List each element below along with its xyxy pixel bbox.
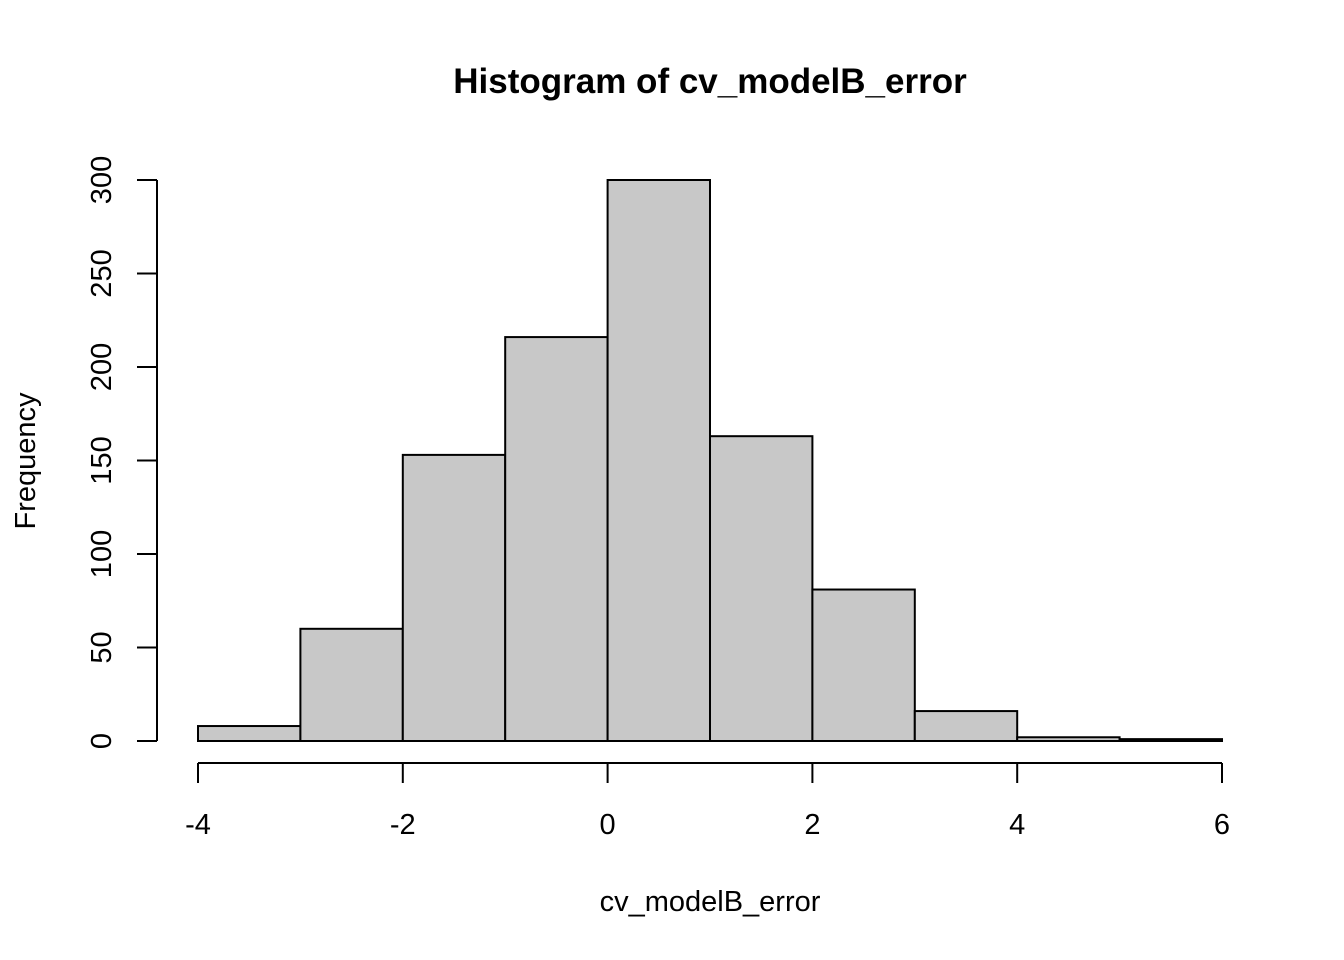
y-tick-label: 100 — [86, 530, 118, 578]
x-tick-label: 6 — [1214, 809, 1230, 841]
histogram-bar-9 — [1118, 738, 1223, 743]
x-tick-label: 2 — [804, 809, 820, 841]
x-axis-label: cv_modelB_error — [600, 886, 821, 918]
histogram-bar-0 — [197, 725, 302, 742]
histogram-bar-2 — [401, 453, 507, 742]
y-tick-label: 0 — [86, 733, 118, 749]
histogram-bar-7 — [913, 710, 1019, 743]
y-tick-label: 50 — [86, 631, 118, 663]
histogram-bar-4 — [606, 179, 711, 742]
y-axis: 0 50 100 150 200 250 300 — [86, 156, 158, 749]
histogram-bar-6 — [811, 588, 916, 743]
y-tick-label: 250 — [86, 249, 118, 297]
histogram-bar-8 — [1016, 736, 1121, 743]
x-tick-label: 0 — [600, 809, 616, 841]
x-tick-label: -2 — [390, 809, 416, 841]
histogram-bar-1 — [299, 627, 404, 742]
histogram-bar-5 — [709, 435, 814, 742]
y-tick-label: 300 — [86, 156, 118, 204]
y-tick-label: 200 — [86, 343, 118, 391]
y-tick-label: 150 — [86, 436, 118, 484]
x-tick-label: 4 — [1009, 809, 1025, 841]
y-axis-label: Frequency — [10, 392, 42, 530]
histogram-bar-3 — [504, 336, 609, 742]
bars-group — [197, 179, 1223, 743]
x-axis: -4 -2 0 2 4 6 — [185, 762, 1230, 841]
x-tick-label: -4 — [185, 809, 211, 841]
chart-title: Histogram of cv_modelB_error — [453, 62, 967, 101]
